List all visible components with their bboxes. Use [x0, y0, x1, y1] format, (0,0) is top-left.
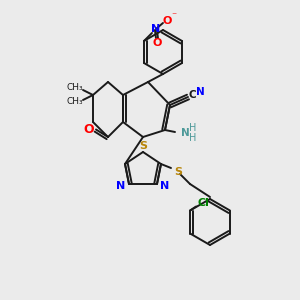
Text: S: S [174, 167, 182, 177]
Text: S: S [139, 141, 147, 151]
Text: H: H [189, 123, 197, 133]
Text: CH₃: CH₃ [67, 83, 83, 92]
Text: O: O [152, 38, 162, 48]
Text: O: O [162, 16, 172, 26]
Text: CH₃: CH₃ [67, 98, 83, 106]
Text: C: C [188, 90, 196, 100]
Text: N: N [160, 181, 169, 191]
Text: H: H [189, 133, 197, 143]
Text: O: O [84, 123, 94, 136]
Text: N: N [116, 181, 126, 191]
Text: N: N [196, 87, 204, 97]
Text: ⁻: ⁻ [171, 11, 176, 21]
Text: N: N [181, 128, 189, 138]
Text: N: N [151, 24, 160, 34]
Text: Cl: Cl [197, 197, 209, 208]
